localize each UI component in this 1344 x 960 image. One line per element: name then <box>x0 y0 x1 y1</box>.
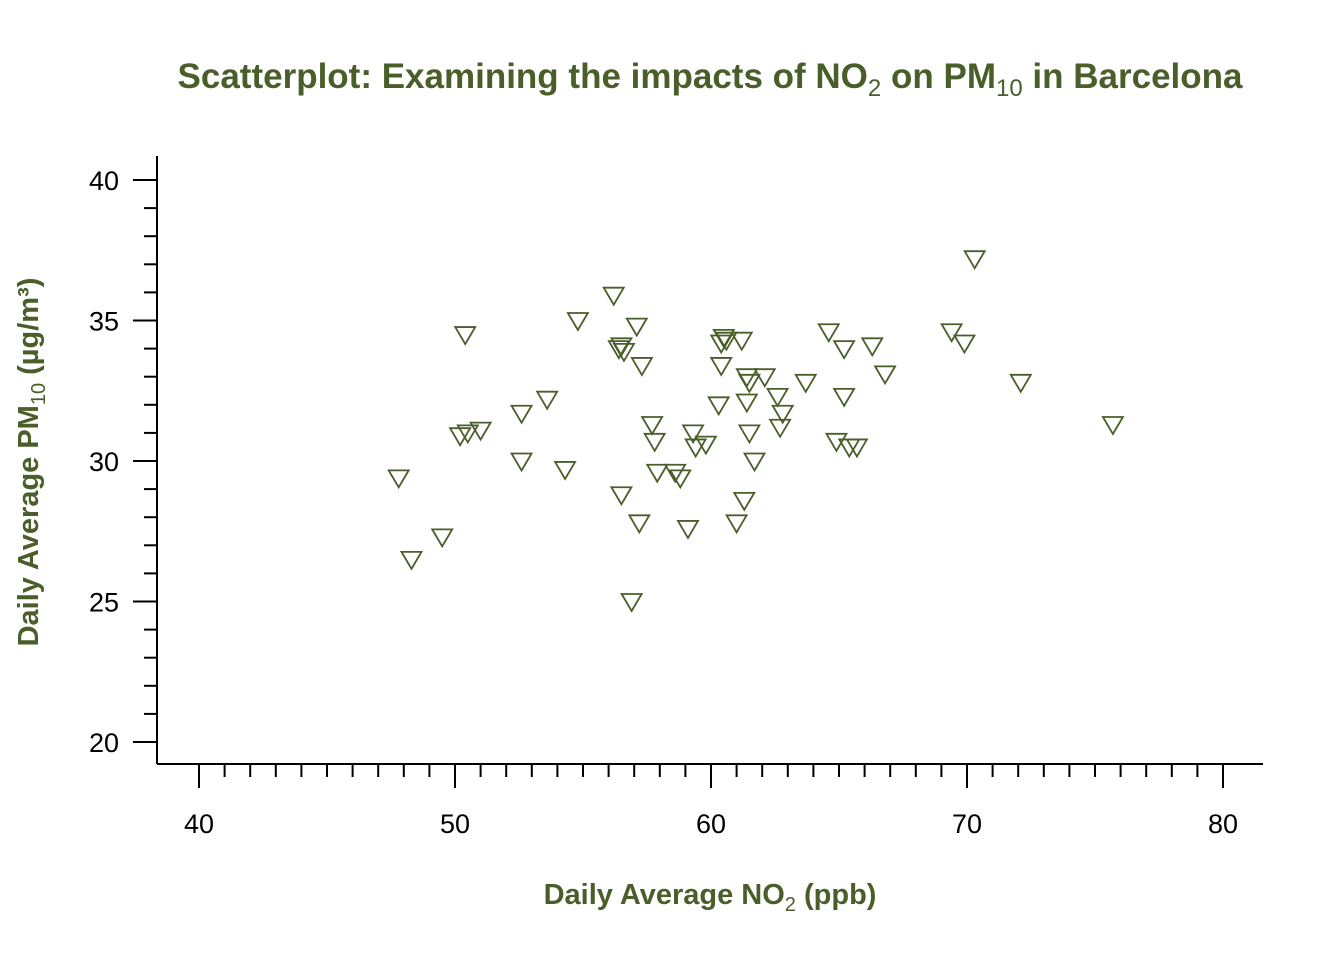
data-point <box>765 387 790 408</box>
data-point <box>509 452 534 473</box>
chart-title-middle: on PM <box>881 57 996 96</box>
x-tick-label: 80 <box>1208 809 1238 839</box>
y-tick-label: 35 <box>89 307 119 337</box>
data-point <box>602 286 626 307</box>
data-point <box>832 340 856 360</box>
y-axis-label-prefix: Daily Average PM <box>13 405 45 646</box>
x-axis-label-prefix: Daily Average NO <box>544 879 785 911</box>
data-point <box>430 528 454 549</box>
y-axis-label: Daily Average PM10 (µg/m³) <box>13 278 50 647</box>
data-point <box>553 461 577 481</box>
x-tick-label: 50 <box>440 809 470 839</box>
data-point <box>612 343 636 363</box>
y-tick-label: 20 <box>89 728 119 758</box>
data-point <box>714 331 738 352</box>
x-tick-label: 40 <box>184 809 214 839</box>
data-point <box>620 593 644 613</box>
data-point <box>566 312 590 332</box>
y-tick-label: 40 <box>89 166 119 196</box>
data-point <box>643 432 667 453</box>
data-point <box>640 416 664 436</box>
data-point <box>963 250 987 270</box>
data-point <box>456 424 480 445</box>
data-point <box>663 463 687 484</box>
data-point <box>609 486 633 506</box>
data-point <box>753 368 777 388</box>
data-point <box>1101 416 1125 436</box>
data-point <box>940 323 964 344</box>
data-point <box>707 396 731 417</box>
x-axis-ticks: 40 50 60 70 80 <box>184 764 1238 839</box>
data-point <box>1009 373 1033 394</box>
data-point <box>735 393 759 414</box>
data-point <box>453 326 477 346</box>
chart-title-sub1: 2 <box>868 75 881 102</box>
y-axis-label-suffix: (µg/m³) <box>13 278 45 383</box>
data-point <box>768 418 792 439</box>
chart-title-suffix: in Barcelona <box>1023 57 1243 96</box>
chart-title-sub2: 10 <box>996 75 1023 102</box>
data-point <box>725 514 749 535</box>
data-points <box>387 250 1125 613</box>
x-tick-label: 70 <box>952 809 982 839</box>
data-point <box>535 390 559 411</box>
data-point <box>742 452 767 473</box>
y-axis-ticks: 20 25 30 35 40 <box>89 166 157 758</box>
y-tick-label: 30 <box>89 447 119 477</box>
data-point <box>681 424 705 445</box>
data-point <box>794 373 818 394</box>
data-point <box>771 404 795 425</box>
data-point <box>732 491 756 512</box>
data-point <box>709 357 733 377</box>
data-point <box>737 424 761 445</box>
data-point <box>694 435 718 456</box>
x-axis-label: Daily Average NO2 (ppb) <box>544 879 877 916</box>
data-point <box>645 463 669 484</box>
data-point <box>469 421 493 442</box>
y-tick-label: 25 <box>89 588 119 618</box>
data-point <box>832 387 856 408</box>
x-axis-label-sub: 2 <box>785 894 796 916</box>
data-point <box>676 520 700 540</box>
data-point <box>399 550 424 571</box>
data-point <box>684 438 708 459</box>
data-point <box>952 334 977 355</box>
data-point <box>630 357 654 377</box>
chart-title-prefix: Scatterplot: Examining the impacts of NO <box>178 57 868 96</box>
y-axis-label-sub: 10 <box>28 383 50 405</box>
chart-title: Scatterplot: Examining the impacts of NO… <box>178 57 1243 102</box>
x-tick-label: 60 <box>696 809 726 839</box>
data-point <box>873 365 897 386</box>
data-point <box>730 331 754 352</box>
data-point <box>860 337 884 358</box>
data-point <box>387 469 411 490</box>
x-axis-label-suffix: (ppb) <box>796 879 877 911</box>
data-point <box>845 438 869 459</box>
data-point <box>627 514 651 535</box>
data-point <box>625 317 649 338</box>
data-point <box>737 373 761 394</box>
data-point <box>668 469 692 490</box>
data-point <box>509 404 534 425</box>
data-point <box>817 323 841 344</box>
